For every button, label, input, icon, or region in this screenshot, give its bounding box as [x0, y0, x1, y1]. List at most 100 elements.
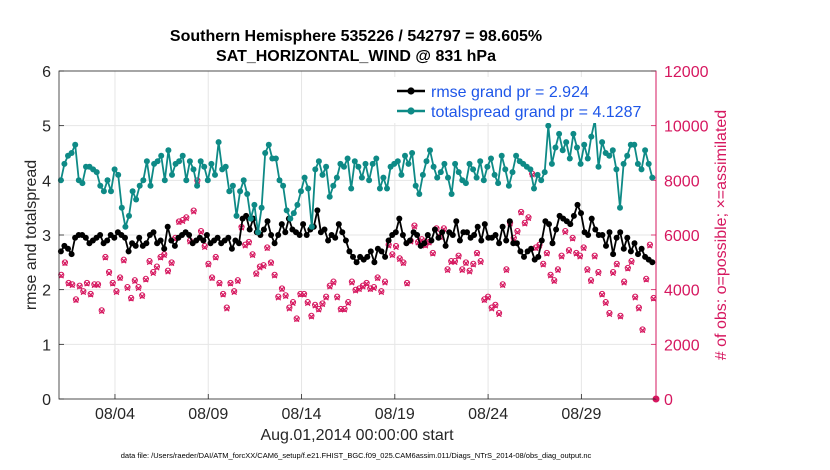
obs-assimilated-point: ×	[580, 243, 586, 255]
series-point	[61, 160, 68, 167]
series-point	[634, 160, 641, 167]
obs-assimilated-point: ×	[588, 276, 594, 288]
series-point	[255, 229, 261, 236]
obs-assimilated-point: ×	[591, 251, 597, 263]
series-point	[624, 234, 631, 241]
series-point	[392, 229, 399, 236]
series-point	[111, 234, 118, 241]
obs-possible-point	[547, 271, 554, 278]
chart-subtitle: SAT_HORIZONTAL_WIND @ 831 hPa	[216, 48, 496, 65]
obs-assimilated-point: ×	[643, 275, 649, 287]
series-point	[613, 166, 620, 173]
obs-assimilated-point: ×	[242, 240, 248, 252]
obs-assimilated-point: ×	[639, 325, 645, 337]
series-point	[584, 155, 591, 162]
series-point	[535, 253, 542, 260]
series-point	[421, 240, 428, 247]
obs-possible-point	[190, 207, 197, 214]
series-point	[165, 147, 172, 154]
series-point	[549, 240, 556, 247]
obs-possible-point	[271, 271, 278, 278]
obs-possible-point	[484, 293, 492, 300]
obs-possible-point	[293, 315, 300, 322]
series-point	[186, 158, 193, 165]
series-point	[358, 174, 365, 181]
obs-possible-point	[76, 282, 83, 289]
series-point	[570, 130, 577, 137]
series-point	[364, 253, 371, 260]
series-point	[150, 229, 157, 236]
obs-assimilated-point: ×	[231, 287, 237, 299]
series-point	[200, 237, 207, 244]
obs-possible-point	[308, 312, 315, 319]
series-point	[339, 229, 346, 236]
obs-possible-point	[580, 244, 587, 251]
series-point	[631, 141, 638, 148]
obs-assimilated-point: ×	[305, 298, 311, 310]
series-point	[333, 174, 340, 181]
obs-assimilated-point: ×	[603, 298, 609, 310]
series-point	[226, 188, 233, 195]
series-point	[567, 221, 574, 228]
obs-assimilated-point: ×	[610, 268, 616, 280]
obs-assimilated-point: ×	[595, 268, 601, 280]
obs-assimilated-point: ×	[73, 295, 79, 307]
obs-possible-point	[69, 281, 76, 288]
series-point	[276, 177, 283, 184]
series-point	[409, 150, 416, 156]
series-point	[399, 232, 406, 238]
obs-possible-point	[543, 249, 550, 257]
series-point	[521, 253, 527, 260]
series-point	[197, 158, 204, 165]
series-point	[169, 171, 175, 178]
series-point	[111, 166, 118, 173]
series-point	[335, 221, 342, 228]
obs-possible-point	[65, 279, 72, 287]
series-point	[126, 212, 132, 219]
series-point	[481, 221, 488, 228]
series-point	[222, 163, 229, 170]
series-point	[506, 218, 513, 225]
obs-possible-point	[289, 299, 297, 306]
series-point	[161, 245, 168, 252]
series-point	[215, 139, 222, 146]
obs-possible-point	[164, 267, 172, 274]
series-point	[574, 144, 580, 151]
obs-assimilated-point: ×	[566, 246, 572, 258]
y-tick-label: 4	[42, 173, 51, 190]
series-point	[264, 218, 271, 225]
obs-possible-point	[643, 275, 650, 282]
series-point	[610, 251, 617, 258]
series-point	[251, 201, 258, 208]
obs-assimilated-point: ×	[146, 257, 152, 269]
series-point	[513, 152, 520, 159]
obs-possible-point	[61, 259, 69, 266]
series-point	[194, 182, 201, 189]
obs-possible-point	[234, 277, 241, 284]
series-point	[552, 144, 559, 151]
series-point	[122, 223, 129, 230]
obs-possible-point	[323, 293, 330, 300]
series-point	[115, 171, 122, 178]
obs-assimilated-point: ×	[614, 260, 620, 272]
series-point	[471, 232, 478, 238]
obs-possible-point	[473, 249, 481, 257]
y-axis-label: rmse and totalspread	[23, 160, 40, 310]
series-point	[265, 141, 272, 148]
obs-assimilated-point: ×	[102, 253, 108, 265]
obs-possible-point	[352, 286, 359, 293]
series-point	[143, 158, 150, 165]
series-point	[548, 160, 555, 167]
obs-assimilated-point: ×	[213, 253, 219, 265]
series-point	[498, 152, 505, 159]
series-point	[649, 174, 656, 181]
series-point	[631, 240, 638, 247]
y-right-tick-label: 8000	[664, 173, 700, 190]
obs-assimilated-point: ×	[312, 301, 318, 313]
obs-possible-point	[231, 288, 238, 295]
series-point	[133, 196, 140, 203]
obs-possible-point	[197, 227, 205, 235]
obs-possible-point	[282, 292, 289, 299]
obs-possible-point	[105, 268, 113, 276]
x-tick-label: 08/19	[375, 406, 415, 423]
